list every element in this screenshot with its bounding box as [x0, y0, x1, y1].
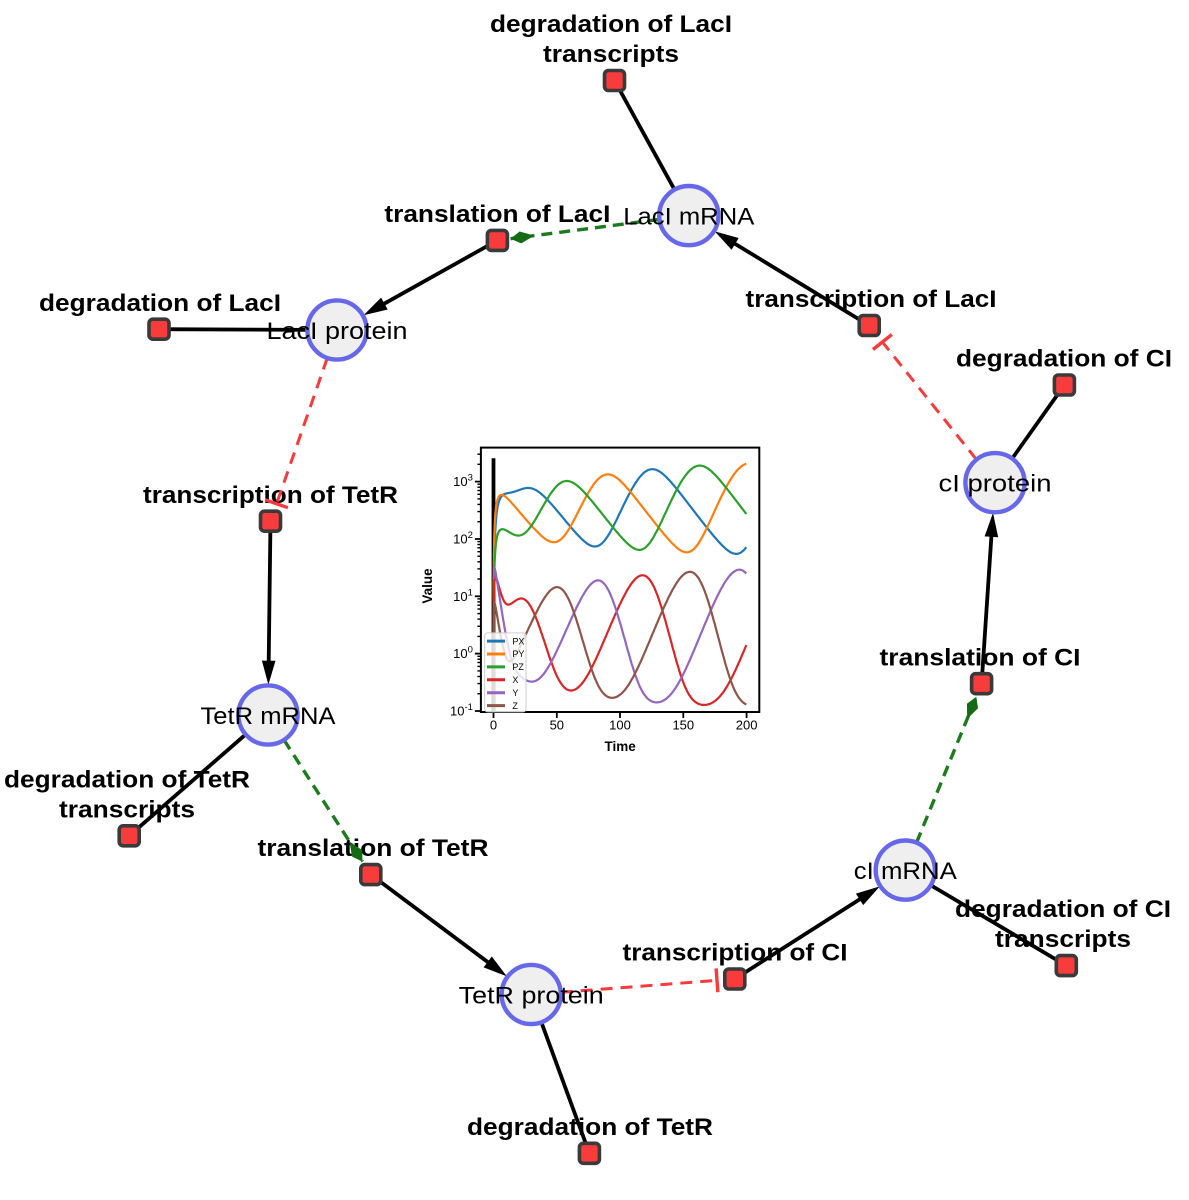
svg-text:LacI mRNA: LacI mRNA	[623, 204, 755, 231]
svg-text:150: 150	[672, 718, 694, 733]
svg-text:0: 0	[490, 718, 497, 733]
svg-text:Time: Time	[604, 739, 636, 754]
svg-text:Z: Z	[512, 701, 518, 711]
svg-text:translation of LacI: translation of LacI	[384, 201, 610, 228]
svg-text:LacI protein: LacI protein	[267, 318, 408, 345]
svg-text:degradation of TetR: degradation of TetR	[4, 766, 250, 793]
svg-text:degradation of CI: degradation of CI	[955, 896, 1171, 923]
svg-text:degradation of LacI: degradation of LacI	[39, 290, 281, 317]
svg-text:degradation of LacI: degradation of LacI	[490, 11, 732, 38]
svg-text:50: 50	[550, 718, 564, 733]
svg-text:transcripts: transcripts	[59, 796, 195, 823]
svg-text:TetR mRNA: TetR mRNA	[201, 703, 337, 730]
svg-text:cI mRNA: cI mRNA	[854, 858, 958, 885]
svg-text:translation of TetR: translation of TetR	[258, 835, 489, 862]
svg-text:translation of CI: translation of CI	[880, 644, 1081, 671]
svg-text:PY: PY	[512, 649, 524, 659]
svg-text:transcription of TetR: transcription of TetR	[143, 482, 398, 509]
svg-text:transcription of CI: transcription of CI	[623, 940, 848, 967]
svg-text:cI protein: cI protein	[939, 471, 1052, 498]
svg-text:transcripts: transcripts	[995, 926, 1131, 953]
svg-text:Y: Y	[512, 688, 518, 698]
svg-text:X: X	[512, 675, 518, 685]
svg-text:transcripts: transcripts	[543, 41, 679, 68]
svg-text:degradation of CI: degradation of CI	[956, 346, 1172, 373]
svg-text:200: 200	[736, 718, 758, 733]
svg-text:TetR protein: TetR protein	[459, 983, 604, 1010]
svg-text:Value: Value	[420, 568, 435, 604]
svg-text:transcription of LacI: transcription of LacI	[746, 286, 997, 313]
svg-text:PZ: PZ	[512, 662, 524, 672]
svg-text:PX: PX	[512, 636, 524, 646]
svg-text:degradation of TetR: degradation of TetR	[467, 1114, 713, 1141]
svg-text:100: 100	[609, 718, 631, 733]
